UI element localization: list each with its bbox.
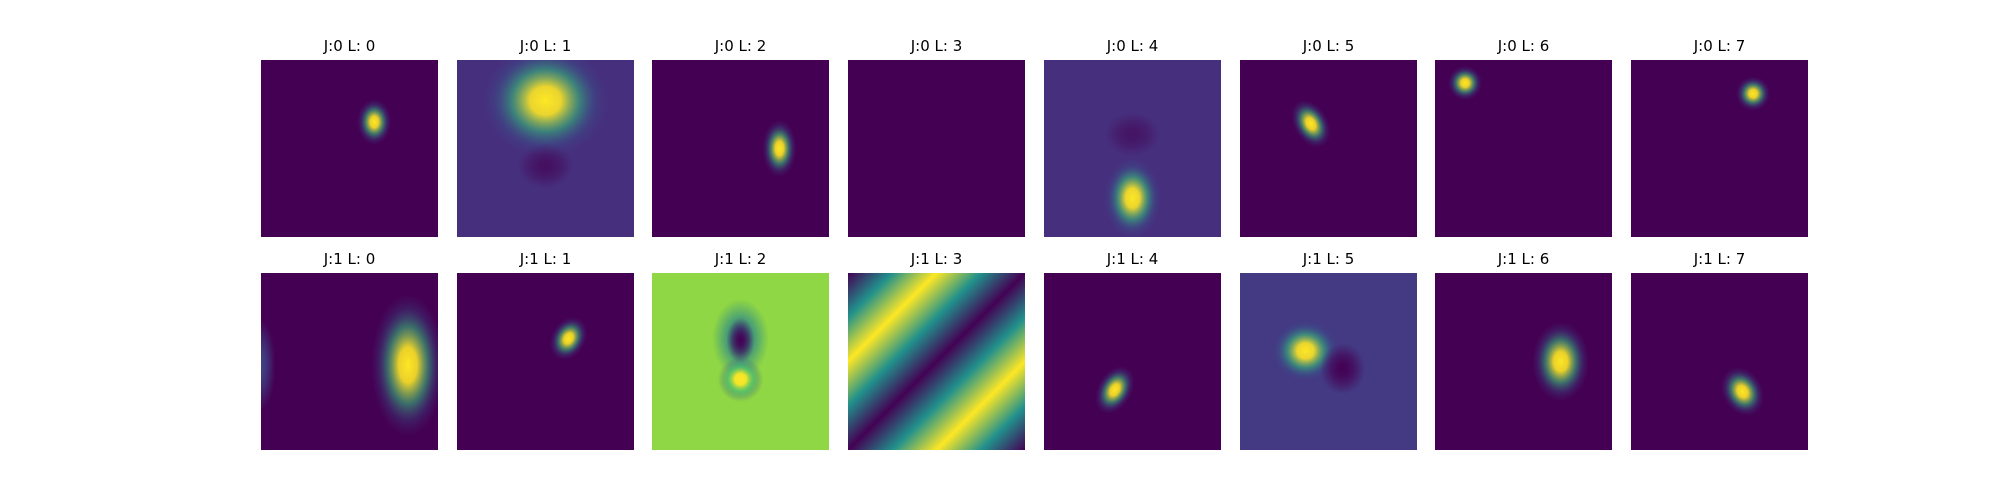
panel-title: J:0 L: 4	[1106, 37, 1159, 55]
heatmap-svg	[1435, 60, 1612, 237]
heatmap-background	[1631, 273, 1808, 450]
filter-image	[1631, 60, 1808, 237]
panel-title: J:0 L: 1	[519, 37, 572, 55]
heatmap-blob	[357, 99, 392, 145]
heatmap-svg	[1435, 273, 1612, 450]
heatmap-blob	[1448, 66, 1483, 101]
heatmap-svg	[261, 273, 438, 450]
panel-title: J:1 L: 7	[1693, 250, 1746, 268]
filter-image	[1631, 273, 1808, 450]
filter-image	[652, 60, 829, 237]
heatmap-svg	[1631, 273, 1808, 450]
heatmap-svg	[848, 60, 1025, 237]
heatmap-svg	[1631, 60, 1808, 237]
filter-image	[1240, 273, 1417, 450]
heatmap-blob	[1532, 321, 1589, 402]
heatmap-background	[457, 273, 634, 450]
filter-image	[1435, 273, 1612, 450]
heatmap-svg	[848, 273, 1025, 450]
heatmap-blob	[261, 319, 276, 411]
heatmap-blob	[483, 60, 608, 158]
heatmap-background	[652, 60, 829, 237]
panel-title: J:1 L: 3	[910, 250, 963, 268]
filter-image	[1240, 60, 1417, 237]
filter-image	[261, 273, 438, 450]
panel-title: J:0 L: 6	[1497, 37, 1550, 55]
panel-title: J:0 L: 0	[323, 37, 376, 55]
heatmap-blob	[1104, 111, 1161, 157]
filter-image	[1044, 273, 1221, 450]
panel-title: J:1 L: 1	[519, 250, 572, 268]
heatmap-svg	[652, 273, 829, 450]
heatmap-svg	[457, 60, 634, 237]
filter-image	[1435, 60, 1612, 237]
heatmap-blob	[726, 317, 755, 363]
heatmap-blob	[1104, 158, 1161, 237]
heatmap-svg	[457, 273, 634, 450]
heatmap-svg	[1044, 60, 1221, 237]
filter-image	[848, 60, 1025, 237]
heatmap-blob	[1291, 100, 1331, 148]
heatmap-svg	[261, 60, 438, 237]
panel-title: J:1 L: 2	[714, 250, 767, 268]
heatmap-blob	[1736, 76, 1771, 111]
filter-image	[457, 273, 634, 450]
heatmap-blob	[1320, 343, 1366, 395]
heatmap-background	[1044, 273, 1221, 450]
heatmap-background	[261, 60, 438, 237]
heatmap-background	[1240, 60, 1417, 237]
panel-title: J:1 L: 6	[1497, 250, 1550, 268]
panel-title: J:1 L: 5	[1302, 250, 1355, 268]
filter-image	[652, 273, 829, 450]
heatmap-blob	[1721, 367, 1764, 416]
filter-image	[848, 273, 1025, 450]
heatmap-svg	[652, 60, 829, 237]
panel-title: J:0 L: 3	[910, 37, 963, 55]
heatmap-background	[1631, 60, 1808, 237]
panel-title: J:1 L: 0	[323, 250, 376, 268]
heatmap-blob	[762, 120, 797, 177]
panel-title: J:0 L: 5	[1302, 37, 1355, 55]
heatmap-blob	[517, 143, 574, 189]
filter-image	[457, 60, 634, 237]
heatmap-blob	[717, 356, 764, 402]
panel-title: J:1 L: 4	[1106, 250, 1159, 268]
heatmap-svg	[1240, 60, 1417, 237]
heatmap-svg	[1240, 273, 1417, 450]
panel-title: J:0 L: 2	[714, 37, 767, 55]
panel-title: J:0 L: 7	[1693, 37, 1746, 55]
heatmap-svg	[1044, 273, 1221, 450]
heatmap-blob	[549, 317, 588, 360]
heatmap-blob	[1095, 366, 1135, 414]
heatmap-background	[848, 60, 1025, 237]
filter-image	[261, 60, 438, 237]
heatmap-blob	[371, 294, 438, 436]
stripe-field	[848, 273, 1025, 450]
filter-image	[1044, 60, 1221, 237]
